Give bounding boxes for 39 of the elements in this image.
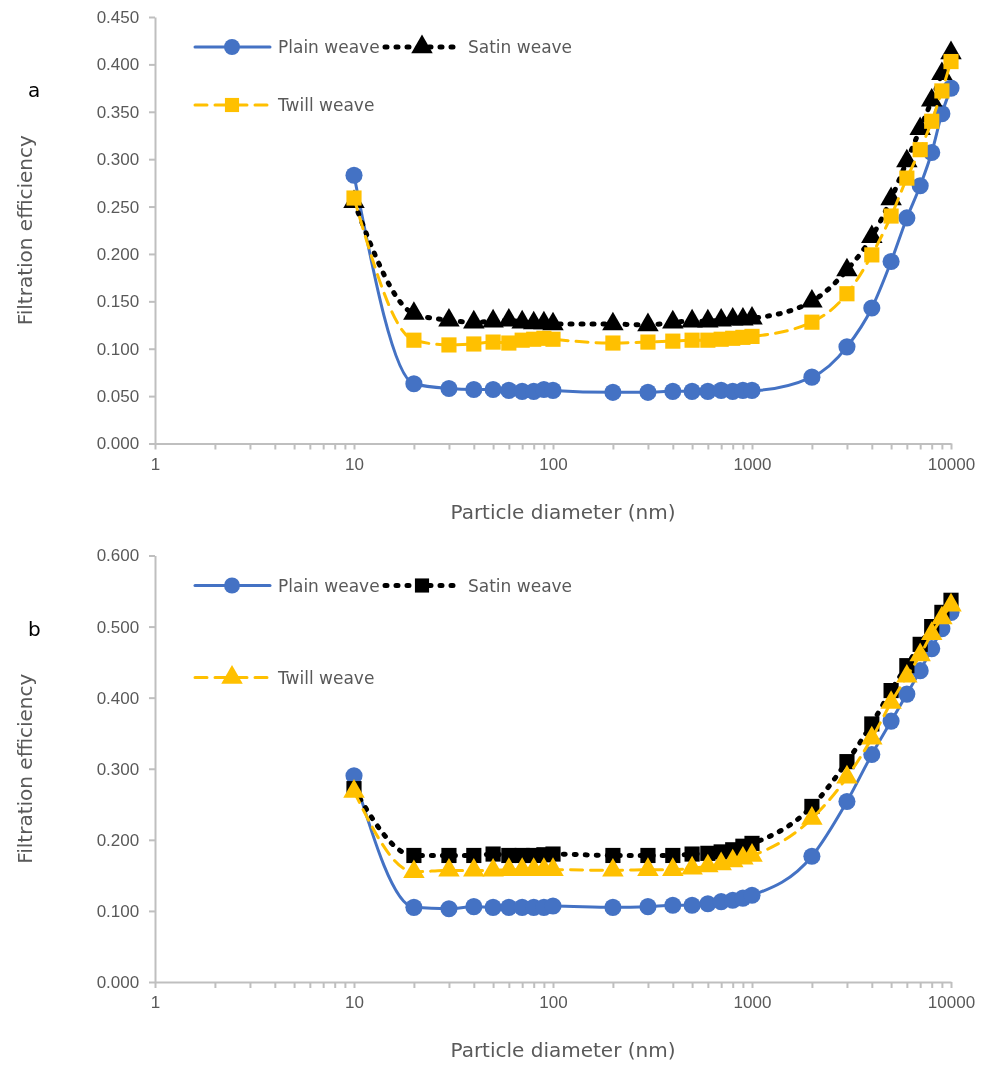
y-tick-label: 0.450	[96, 7, 140, 27]
y-tick-label: 0.500	[96, 617, 140, 637]
y-tick-label: 0.250	[96, 197, 140, 217]
y-tick-label: 0.300	[96, 759, 140, 779]
x-tick-label: 1000	[733, 454, 772, 474]
x-tick-label: 1000	[733, 993, 772, 1012]
y-axis-title: Filtration efficiency	[13, 135, 37, 326]
y-tick-label: 0.150	[96, 292, 140, 312]
legend-label: Plain weave	[278, 37, 380, 57]
y-axis-title: Filtration efficiency	[13, 673, 37, 864]
x-tick-label: 10000	[927, 993, 976, 1012]
legend-label: Satin weave	[468, 575, 573, 596]
x-tick-label: 10	[345, 454, 364, 474]
legend-label: Plain weave	[278, 575, 380, 596]
y-tick-label: 0.000	[96, 972, 140, 992]
y-tick-label: 0.100	[96, 339, 140, 359]
x-tick-label: 1	[150, 993, 161, 1012]
legend-label: Twill weave	[277, 95, 375, 115]
text: b	[28, 616, 41, 641]
x-axis-title: Particle diameter (nm)	[450, 1038, 676, 1062]
x-tick-label: 10	[345, 993, 364, 1012]
x-tick-label: 10000	[927, 454, 976, 474]
y-tick-label: 0.600	[96, 546, 140, 566]
y-tick-label: 0.400	[96, 688, 140, 708]
y-tick-label: 0.400	[96, 55, 140, 75]
text: a	[28, 78, 41, 102]
x-axis-title: Particle diameter (nm)	[450, 499, 676, 524]
y-tick-label: 0.300	[96, 150, 140, 170]
x-tick-label: 100	[539, 454, 568, 474]
legend-label: Satin weave	[468, 37, 573, 57]
y-tick-label: 0.200	[96, 830, 140, 850]
y-tick-label: 0.100	[96, 901, 140, 921]
legend-label: Twill weave	[277, 667, 375, 688]
y-tick-label: 0.200	[96, 244, 140, 264]
x-tick-label: 100	[539, 993, 568, 1012]
y-tick-label: 0.000	[96, 434, 140, 454]
x-tick-label: 1	[150, 454, 161, 474]
y-tick-label: 0.050	[96, 387, 140, 407]
y-tick-label: 0.350	[96, 102, 140, 122]
